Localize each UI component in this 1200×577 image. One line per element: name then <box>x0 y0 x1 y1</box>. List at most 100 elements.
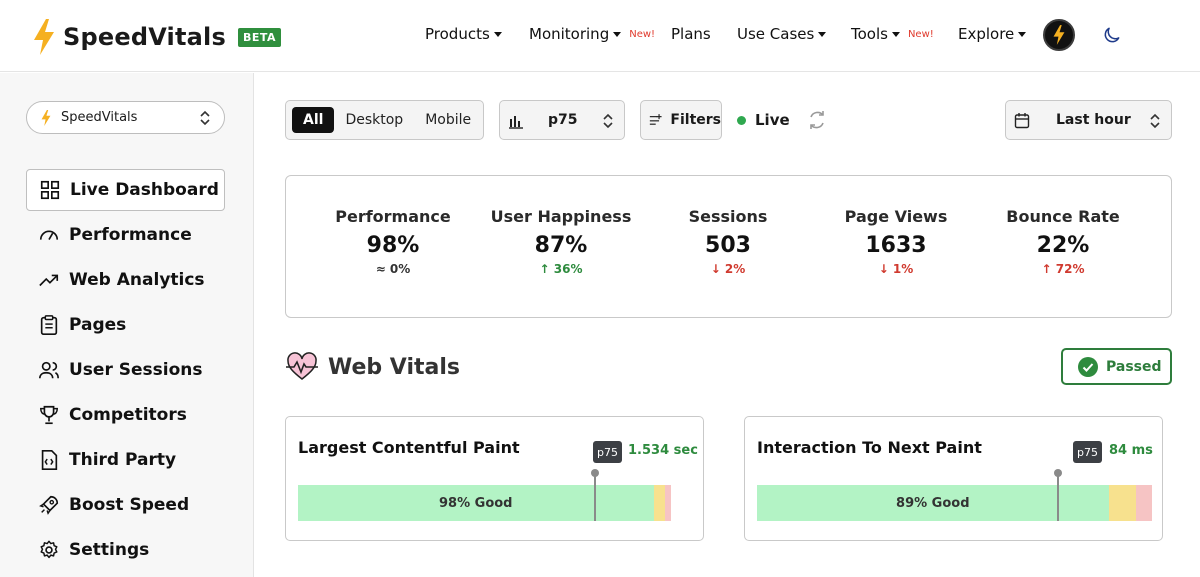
trend-icon <box>39 274 59 287</box>
stat-page-views: Page Views 1633 ↓ 1% <box>811 207 981 276</box>
sidebar-item-settings[interactable]: Settings <box>26 529 225 571</box>
p75-marker <box>1054 469 1063 521</box>
stat-delta: ≈ 0% <box>375 262 411 276</box>
lightning-icon <box>41 109 51 126</box>
check-circle-icon <box>1078 356 1098 377</box>
trophy-icon <box>40 405 58 425</box>
nav-plans[interactable]: Plans <box>671 25 711 43</box>
calendar-icon <box>1014 113 1030 129</box>
stat-label: Bounce Rate <box>1006 207 1120 226</box>
vital-card-lcp[interactable]: Largest Contentful Paint p75 1.534 sec 9… <box>285 416 704 541</box>
stat-bounce-rate: Bounce Rate 22% ↑ 72% <box>978 207 1148 276</box>
sidebar-item-performance[interactable]: Performance <box>26 214 225 256</box>
nav-label: Explore <box>958 25 1015 43</box>
vital-card-inp[interactable]: Interaction To Next Paint p75 84 ms 89% … <box>744 416 1163 541</box>
stat-label: Page Views <box>844 207 948 226</box>
stat-sessions: Sessions 503 ↓ 2% <box>643 207 813 276</box>
nav-label: Monitoring <box>529 25 610 43</box>
chevron-updown-icon <box>200 110 210 126</box>
sidebar-item-label: Performance <box>69 225 192 245</box>
site-name: SpeedVitals <box>61 110 138 125</box>
vital-title: Interaction To Next Paint <box>757 438 982 457</box>
chevron-down-icon <box>891 31 900 37</box>
p75-marker <box>591 469 600 521</box>
status-label: Passed <box>1106 358 1162 375</box>
percentile-select[interactable]: p75 <box>499 100 625 140</box>
tab-mobile[interactable]: Mobile <box>425 112 472 128</box>
percentile-badge: p75 <box>1073 441 1102 463</box>
chevron-updown-icon <box>603 113 613 129</box>
refresh-icon[interactable] <box>807 109 827 131</box>
good-segment: 89% Good <box>757 485 1109 521</box>
chevron-down-icon <box>493 31 502 37</box>
nav-monitoring[interactable]: Monitoring New! <box>529 25 655 43</box>
poor-segment <box>665 485 672 521</box>
sidebar-item-label: Competitors <box>69 405 187 425</box>
nav-products[interactable]: Products <box>425 25 502 43</box>
sidebar-item-label: Live Dashboard <box>70 180 219 200</box>
stat-delta: ↓ 2% <box>710 262 746 276</box>
web-vitals-heading: Web Vitals <box>285 350 460 384</box>
stat-delta: ↑ 36% <box>539 262 583 276</box>
filters-button[interactable]: Filters <box>640 100 722 140</box>
beta-badge: BETA <box>237 27 282 47</box>
avatar[interactable] <box>1043 19 1075 51</box>
good-segment: 98% Good <box>298 485 654 521</box>
nav-explore[interactable]: Explore <box>958 25 1027 43</box>
time-range-select[interactable]: Last hour <box>1005 100 1172 140</box>
nav-label: Use Cases <box>737 25 815 43</box>
nav-label: Plans <box>671 25 711 43</box>
percentile-badge: p75 <box>593 441 622 463</box>
device-segmented-control: All Desktop Mobile <box>285 100 484 140</box>
stat-value: 87% <box>534 233 588 258</box>
clipboard-icon <box>40 315 58 335</box>
heart-pulse-icon <box>286 352 318 380</box>
brand-logo[interactable]: SpeedVitals BETA <box>33 19 282 55</box>
sidebar-item-competitors[interactable]: Competitors <box>26 394 225 436</box>
chevron-down-icon <box>818 31 827 37</box>
users-icon <box>39 361 59 379</box>
live-label: Live <box>755 111 790 129</box>
sidebar-item-label: User Sessions <box>69 360 203 380</box>
tab-desktop[interactable]: Desktop <box>345 112 404 128</box>
grid-icon <box>40 180 60 200</box>
site-selector[interactable]: SpeedVitals <box>26 101 225 134</box>
chevron-down-icon <box>613 31 622 37</box>
sidebar-item-label: Third Party <box>69 450 177 470</box>
sidebar-item-live-dashboard[interactable]: Live Dashboard <box>26 169 225 211</box>
live-dot <box>737 115 746 125</box>
summary-stats-card: Performance 98% ≈ 0% User Happiness 87% … <box>285 175 1172 318</box>
needs-improvement-segment <box>1108 485 1137 521</box>
stat-label: Sessions <box>688 207 768 226</box>
distribution-bar: 98% Good <box>298 485 693 521</box>
sidebar-item-pages[interactable]: Pages <box>26 304 225 346</box>
tab-all[interactable]: All <box>292 107 335 133</box>
rocket-icon <box>39 495 59 515</box>
stat-delta: ↓ 1% <box>878 262 914 276</box>
new-badge: New! <box>629 28 656 40</box>
sidebar-item-user-sessions[interactable]: User Sessions <box>26 349 225 391</box>
stat-value: 22% <box>1036 233 1090 258</box>
stat-delta: ↑ 72% <box>1041 262 1085 276</box>
nav-use-cases[interactable]: Use Cases <box>737 25 827 43</box>
sidebar-item-boost-speed[interactable]: Boost Speed <box>26 484 225 526</box>
distribution-bar: 89% Good <box>757 485 1152 521</box>
stat-value: 98% <box>366 233 420 258</box>
nav-tools[interactable]: Tools New! <box>851 25 934 43</box>
chevron-updown-icon <box>1150 113 1160 129</box>
sidebar: SpeedVitals Live Dashboard Performance W… <box>0 73 254 577</box>
code-file-icon <box>41 450 58 470</box>
moon-icon[interactable] <box>1102 25 1122 45</box>
sidebar-item-label: Boost Speed <box>69 495 190 515</box>
brand-name: SpeedVitals <box>63 23 226 51</box>
poor-segment <box>1136 485 1152 521</box>
sidebar-item-third-party[interactable]: Third Party <box>26 439 225 481</box>
stat-value: 1633 <box>865 233 927 258</box>
new-badge: New! <box>907 28 934 40</box>
bar-chart-icon <box>509 116 523 129</box>
vital-value: 84 ms <box>1109 443 1153 458</box>
nav-label: Tools <box>851 25 888 43</box>
lightning-icon <box>1053 25 1065 45</box>
sidebar-item-label: Settings <box>69 540 150 560</box>
sidebar-item-web-analytics[interactable]: Web Analytics <box>26 259 225 301</box>
